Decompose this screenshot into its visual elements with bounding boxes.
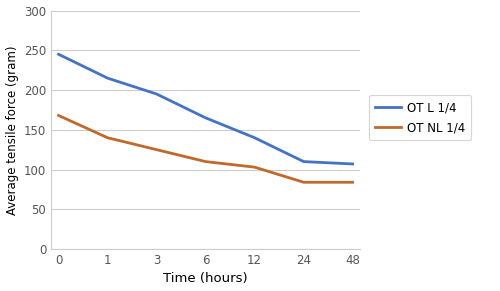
Legend: OT L 1/4, OT NL 1/4: OT L 1/4, OT NL 1/4 — [369, 95, 471, 140]
X-axis label: Time (hours): Time (hours) — [164, 272, 248, 285]
OT L 1/4 — [252, 136, 258, 139]
OT L 1/4 — [350, 162, 356, 166]
OT L 1/4 — [202, 116, 208, 120]
OT NL 1/4 — [154, 148, 160, 151]
OT NL 1/4 — [350, 180, 356, 184]
Y-axis label: Average tensile force (gram): Average tensile force (gram) — [6, 45, 18, 214]
Line: OT L 1/4: OT L 1/4 — [58, 54, 352, 164]
OT NL 1/4 — [56, 114, 62, 117]
OT L 1/4 — [300, 160, 306, 163]
OT L 1/4 — [104, 76, 110, 80]
OT NL 1/4 — [104, 136, 110, 139]
OT L 1/4 — [154, 92, 160, 96]
OT NL 1/4 — [252, 165, 258, 169]
OT NL 1/4 — [300, 180, 306, 184]
Line: OT NL 1/4: OT NL 1/4 — [58, 116, 352, 182]
OT NL 1/4 — [202, 160, 208, 163]
OT L 1/4 — [56, 53, 62, 56]
